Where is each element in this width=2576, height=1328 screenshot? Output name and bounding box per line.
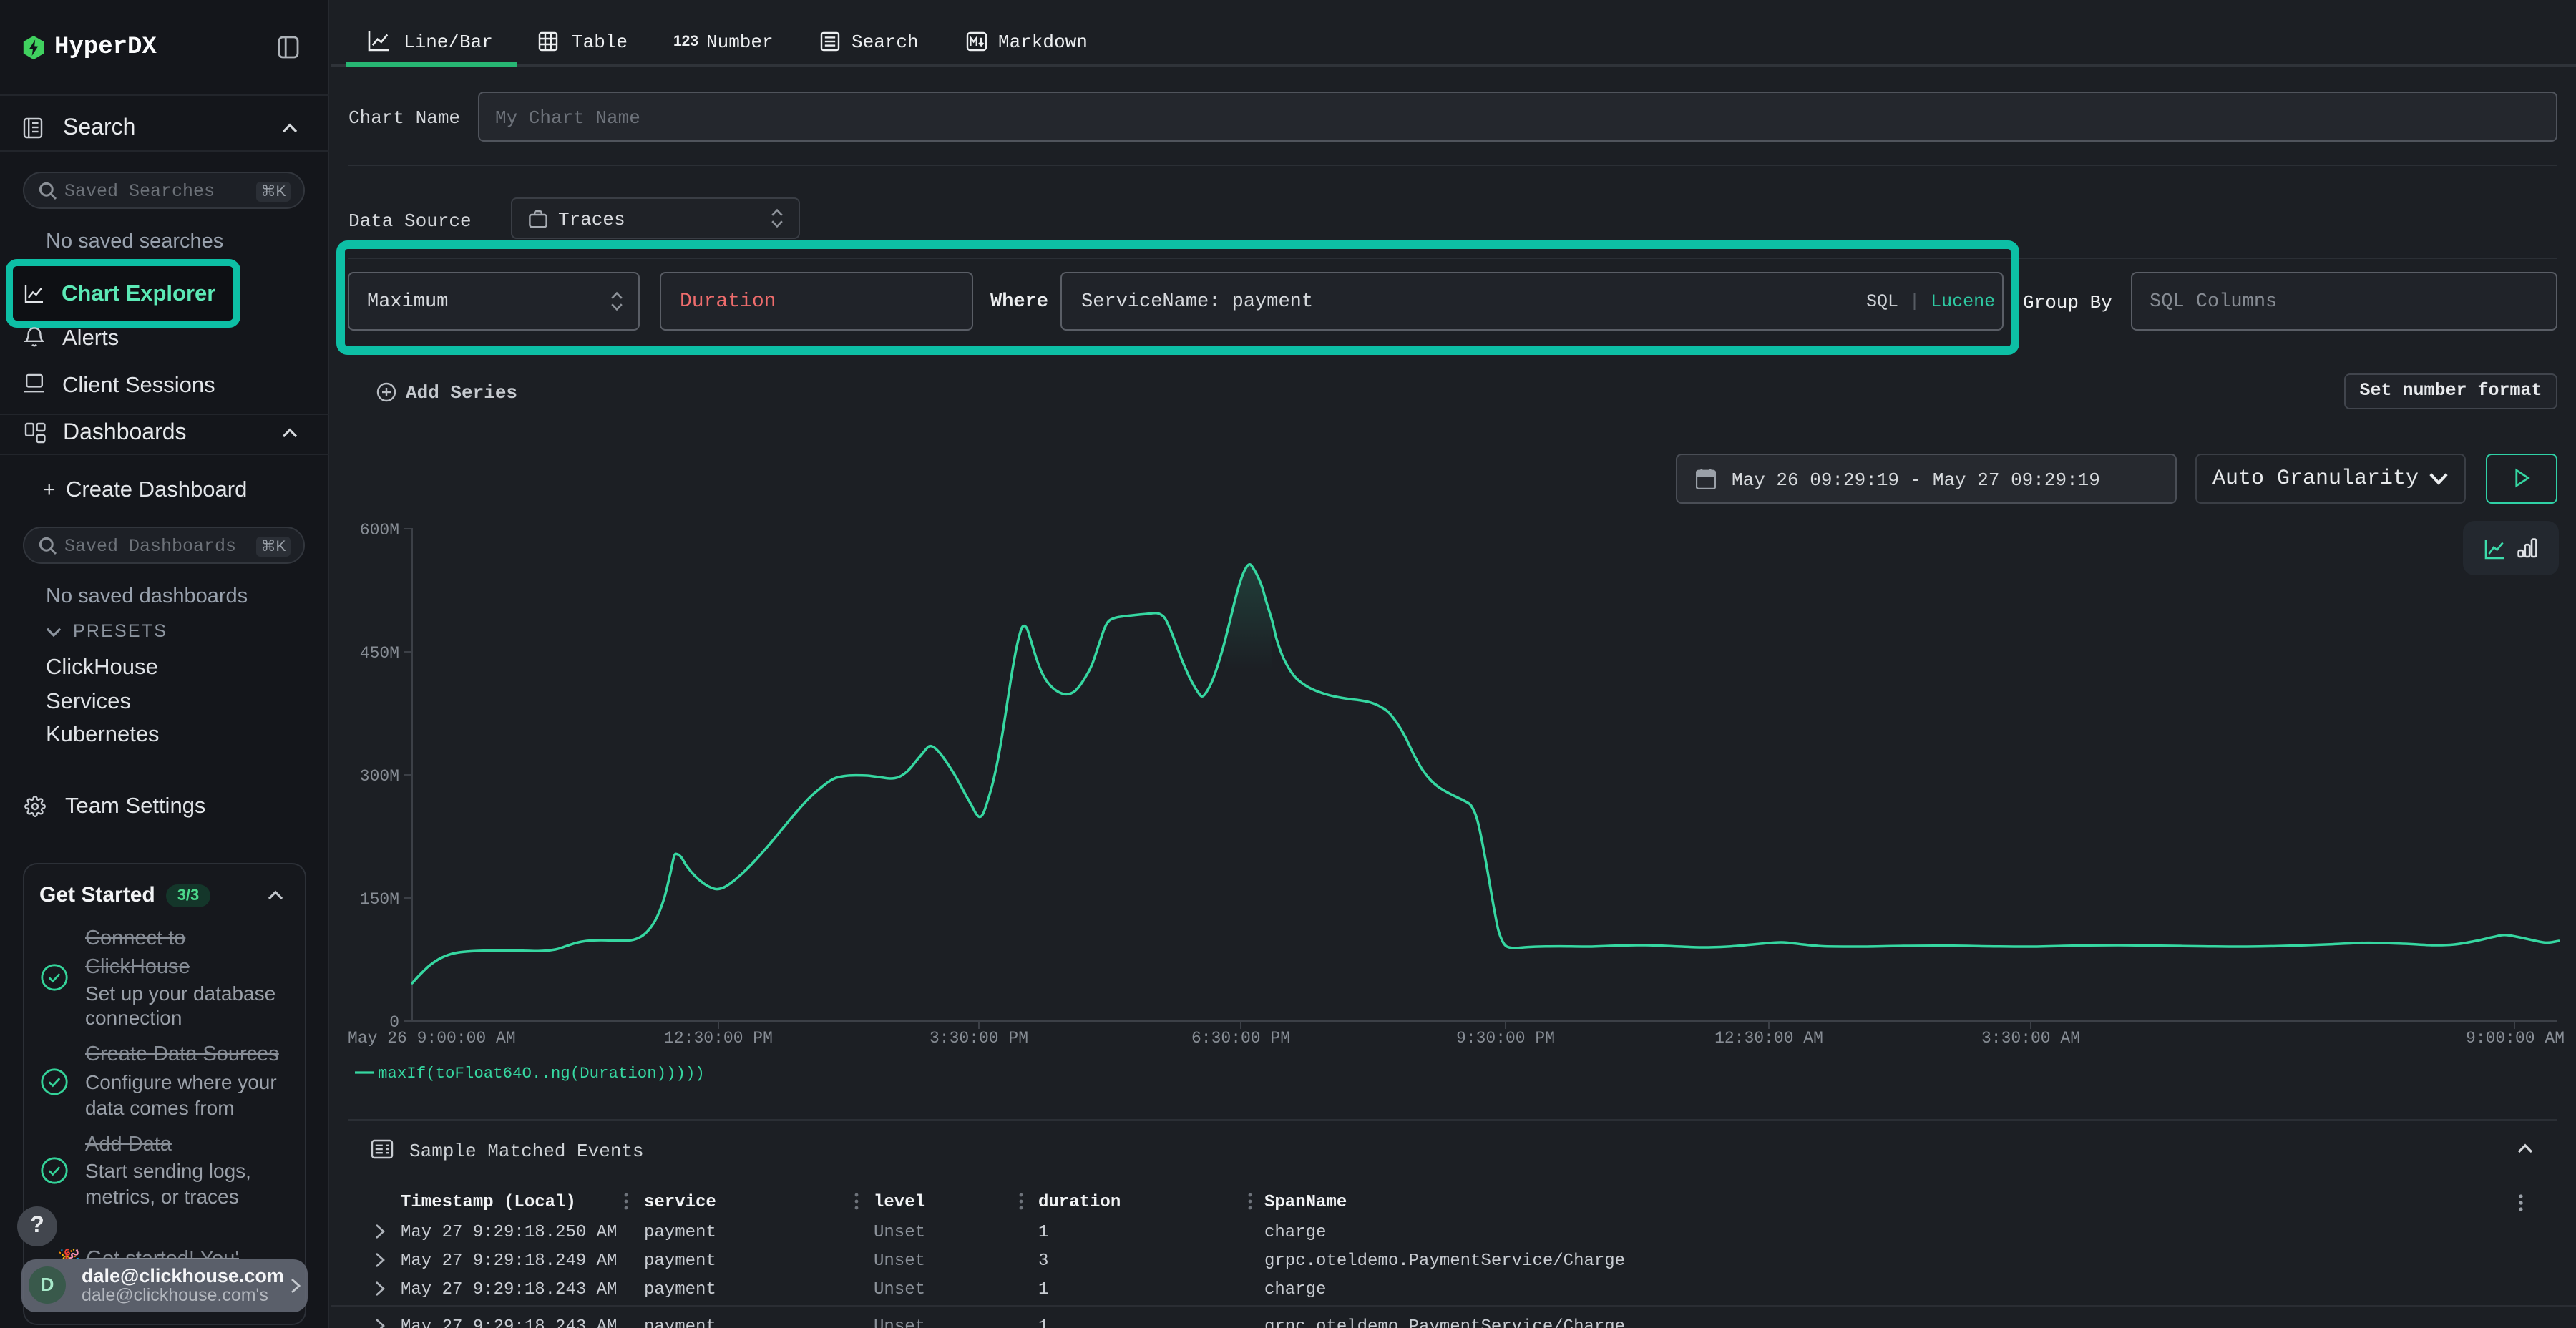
svg-text:9:30:00 PM: 9:30:00 PM [1456,1029,1555,1048]
svg-text:150M: 150M [360,890,399,909]
svg-text:3:30:00 AM: 3:30:00 AM [1981,1029,2080,1048]
svg-text:maxIf(toFloat64O..ng(Duration): maxIf(toFloat64O..ng(Duration))))) [378,1064,705,1083]
svg-text:6:30:00 PM: 6:30:00 PM [1191,1029,1290,1048]
svg-text:3:30:00 PM: 3:30:00 PM [930,1029,1028,1048]
svg-text:300M: 300M [360,767,399,786]
svg-text:12:30:00 PM: 12:30:00 PM [664,1029,773,1048]
svg-text:May 26 9:00:00 AM: May 26 9:00:00 AM [348,1029,516,1048]
svg-text:600M: 600M [360,521,399,540]
svg-text:450M: 450M [360,644,399,663]
svg-text:9:00:00 AM: 9:00:00 AM [2466,1029,2565,1048]
svg-text:0: 0 [389,1013,399,1032]
svg-text:12:30:00 AM: 12:30:00 AM [1714,1029,1823,1048]
